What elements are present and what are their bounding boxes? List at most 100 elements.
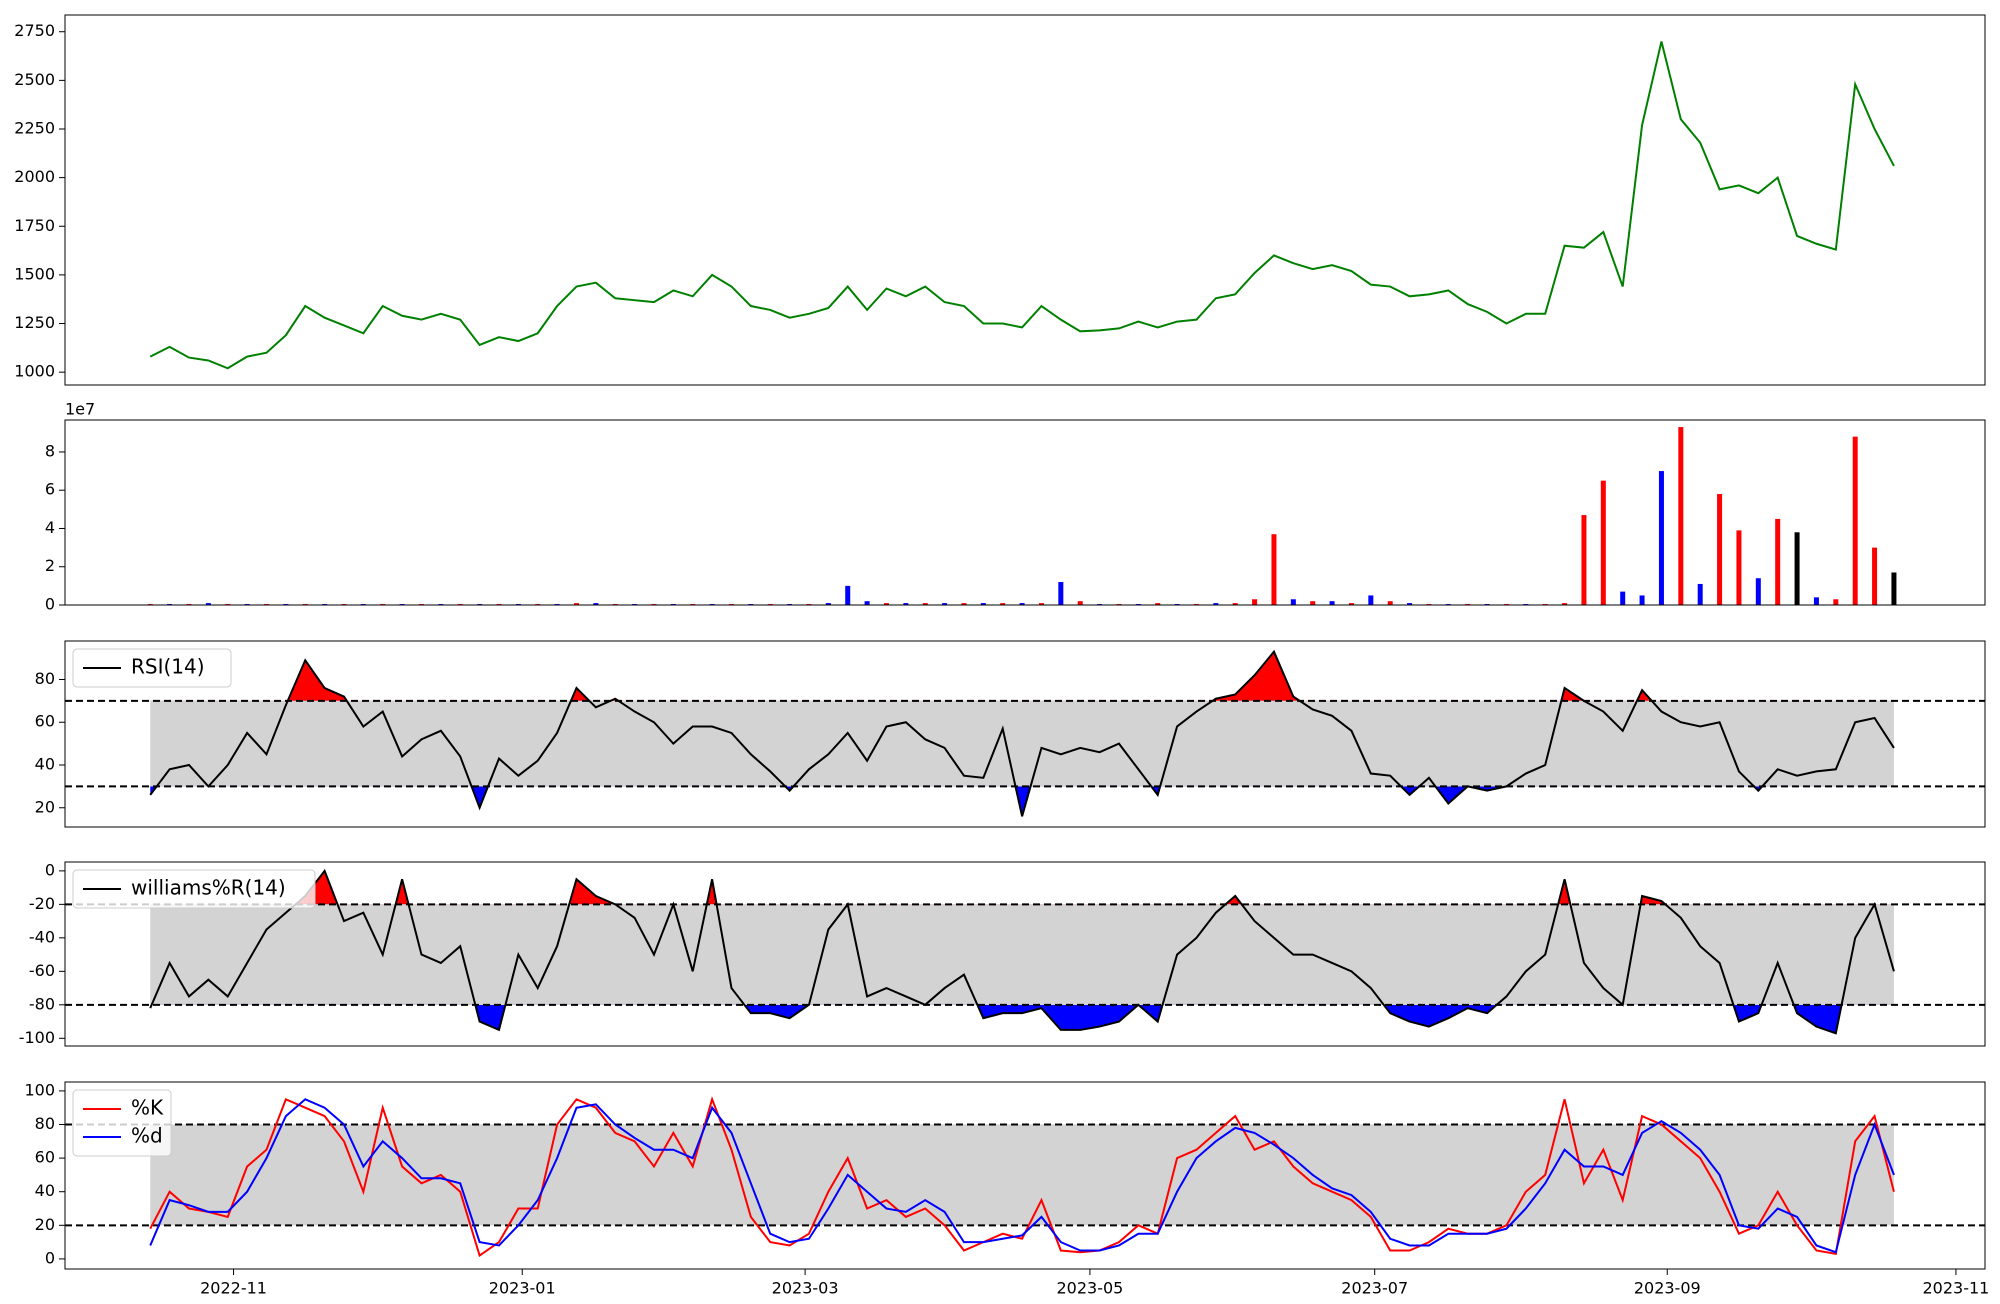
y-tick-label: 2500 (14, 70, 55, 89)
legend-label: williams%R(14) (131, 876, 286, 900)
y-tick-label: 1250 (14, 313, 55, 332)
panel-frame (64, 861, 1986, 1047)
y-tick-label: 2750 (14, 21, 55, 40)
volume-bar (1600, 480, 1606, 605)
y-tick-label: 60 (35, 712, 55, 731)
x-tick-label: 2023-03 (772, 1279, 839, 1298)
volume-bar (1872, 547, 1878, 605)
volume-bar (1833, 599, 1839, 605)
y-tick-label: 80 (35, 1114, 55, 1133)
series-line (149, 649, 1895, 817)
volume-bar (1038, 603, 1044, 605)
legend-label: %K (131, 1096, 164, 1120)
volume-bar (883, 603, 889, 605)
x-tick-label: 2023-11 (1923, 1279, 1990, 1298)
volume-bar (1620, 591, 1626, 605)
volume-bar (1232, 603, 1238, 605)
volume-bar (903, 603, 909, 605)
y-tick-label: -60 (29, 961, 55, 980)
legend-frame (72, 648, 232, 688)
volume-bar (1639, 595, 1645, 605)
volume-bar (1697, 583, 1703, 605)
volume-bar (1717, 494, 1723, 605)
volume-bar (922, 603, 928, 605)
series-line (149, 41, 1895, 370)
overbought-fill (150, 651, 1894, 701)
panel-frame (64, 1081, 1986, 1270)
volume-bar (1775, 518, 1781, 605)
x-tick-label: 2023-05 (1056, 1279, 1123, 1298)
volume-bar (1562, 603, 1568, 605)
x-tick-label: 2023-09 (1634, 1279, 1701, 1298)
y-tick-label: 20 (35, 1215, 55, 1234)
y-tick-label: 0 (45, 1248, 55, 1267)
volume-bar (1813, 597, 1819, 605)
axis-offset-label: 1e7 (65, 400, 95, 419)
panel-frame (64, 419, 1986, 606)
volume-bar (1852, 436, 1858, 605)
volume-bar (1755, 578, 1761, 605)
y-tick-label: 20 (35, 797, 55, 816)
legend-frame (72, 1089, 172, 1157)
legend: RSI(14) (72, 648, 232, 688)
y-tick-label: 0 (45, 595, 55, 614)
y-tick-label: -100 (19, 1028, 55, 1047)
series-line (149, 1096, 1895, 1258)
y-tick-label: 8 (45, 441, 55, 460)
y-tick-label: 0 (45, 860, 55, 879)
x-tick-label: 2023-01 (489, 1279, 556, 1298)
volume-bar (1213, 603, 1219, 605)
volume-bar (1658, 471, 1664, 605)
volume-bar (1368, 595, 1374, 605)
x-tick-label: 2023-07 (1341, 1279, 1408, 1298)
volume-bar (1329, 601, 1335, 605)
y-tick-label: 40 (35, 755, 55, 774)
y-tick-label: 1000 (14, 362, 55, 381)
y-tick-label: 1750 (14, 216, 55, 235)
threshold-band (150, 700, 1894, 787)
legend-label: RSI(14) (131, 655, 205, 679)
y-tick-label: 40 (35, 1181, 55, 1200)
volume-bar (1348, 603, 1354, 605)
y-tick-label: 2 (45, 556, 55, 575)
volume-bar (1581, 515, 1587, 605)
y-tick-label: -40 (29, 927, 55, 946)
volume-bar (1794, 532, 1800, 605)
volume-bar (1019, 603, 1025, 605)
y-tick-label: 2250 (14, 118, 55, 137)
x-tick-label: 2022-11 (200, 1279, 267, 1298)
y-tick-label: 100 (24, 1080, 55, 1099)
volume-bar (864, 601, 870, 605)
volume-bar (1678, 427, 1684, 605)
volume-bar (1387, 601, 1393, 605)
legend-frame (72, 869, 316, 909)
y-tick-label: -80 (29, 994, 55, 1013)
volume-bar (980, 603, 986, 605)
legend-label: %d (131, 1124, 163, 1148)
legend: williams%R(14) (72, 869, 316, 909)
y-tick-label: 6 (45, 480, 55, 499)
volume-bar (1290, 599, 1296, 605)
volume-bar (1310, 601, 1316, 605)
volume-bar (205, 603, 211, 605)
volume-bar (573, 603, 579, 605)
panel-frame (64, 640, 1986, 828)
volume-bar (1058, 582, 1064, 605)
volume-bar (845, 585, 851, 605)
volume-bar (1077, 601, 1083, 605)
y-tick-label: -20 (29, 894, 55, 913)
volume-bar (1252, 599, 1258, 605)
legend: %K %d (72, 1089, 172, 1157)
y-tick-label: 60 (35, 1148, 55, 1167)
volume-bar (942, 603, 948, 605)
y-tick-label: 80 (35, 669, 55, 688)
volume-bar (1271, 534, 1277, 605)
panel-frame (64, 14, 1986, 386)
oversold-fill (150, 1004, 1894, 1034)
volume-bar (961, 603, 967, 605)
y-tick-label: 4 (45, 518, 55, 537)
volume-bar (1000, 603, 1006, 605)
volume-bar (1891, 572, 1897, 605)
volume-bar (593, 603, 599, 605)
